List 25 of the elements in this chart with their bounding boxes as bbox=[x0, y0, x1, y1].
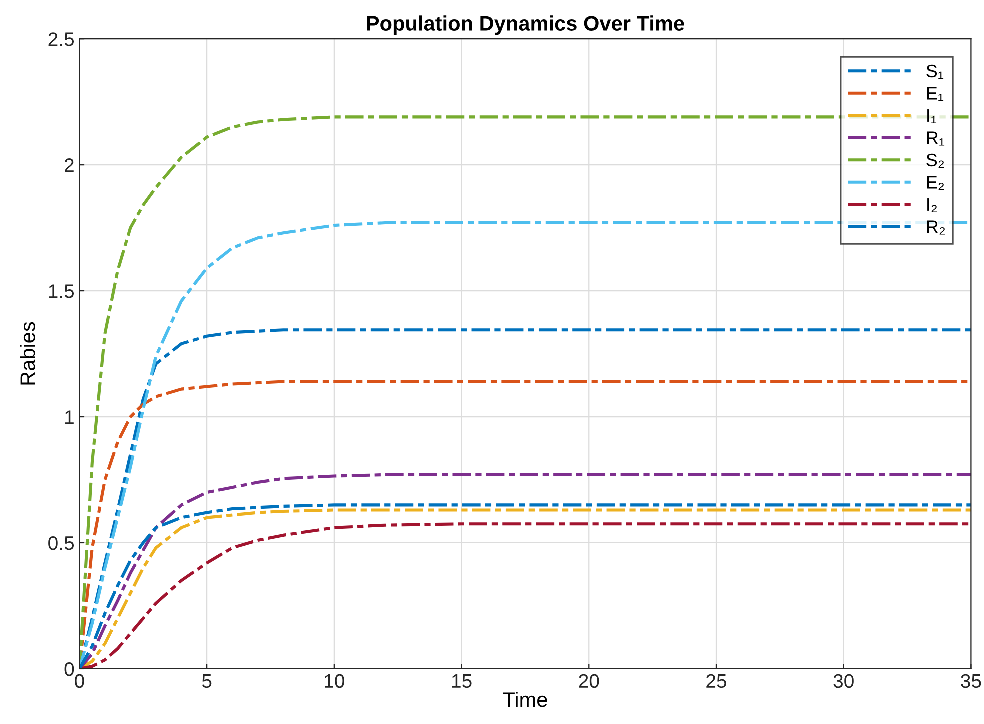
legend-label: E₂ bbox=[927, 176, 944, 190]
legend-label: I₂ bbox=[928, 198, 938, 212]
x-tick-label: 20 bbox=[579, 674, 600, 688]
x-tick-label: 0 bbox=[75, 674, 84, 688]
legend-label: E₁ bbox=[927, 87, 944, 102]
legend-label: I₁ bbox=[928, 110, 937, 124]
legend-label: R₁ bbox=[927, 132, 945, 146]
x-tick-label: 35 bbox=[961, 674, 982, 688]
legend-label: R₂ bbox=[927, 220, 946, 235]
x-axis-title: Time bbox=[503, 692, 548, 708]
y-axis-title: Rabies bbox=[20, 322, 36, 385]
x-tick-label: 5 bbox=[202, 674, 212, 688]
legend-label: S₁ bbox=[926, 64, 944, 79]
y-tick-label: 1.5 bbox=[49, 284, 74, 298]
x-tick-label: 30 bbox=[834, 674, 854, 688]
y-tick-label: 2.5 bbox=[48, 32, 74, 46]
chart-title: Population Dynamics Over Time bbox=[367, 16, 684, 36]
y-tick-label: 0.5 bbox=[48, 536, 74, 550]
x-tick-label: 15 bbox=[452, 674, 472, 688]
y-tick-label: 0 bbox=[64, 662, 74, 676]
x-tick-label: 25 bbox=[706, 674, 726, 688]
legend-label: S₂ bbox=[926, 154, 944, 168]
y-tick-label: 1 bbox=[66, 410, 74, 424]
x-tick-label: 10 bbox=[325, 674, 344, 688]
y-tick-label: 2 bbox=[65, 158, 74, 172]
